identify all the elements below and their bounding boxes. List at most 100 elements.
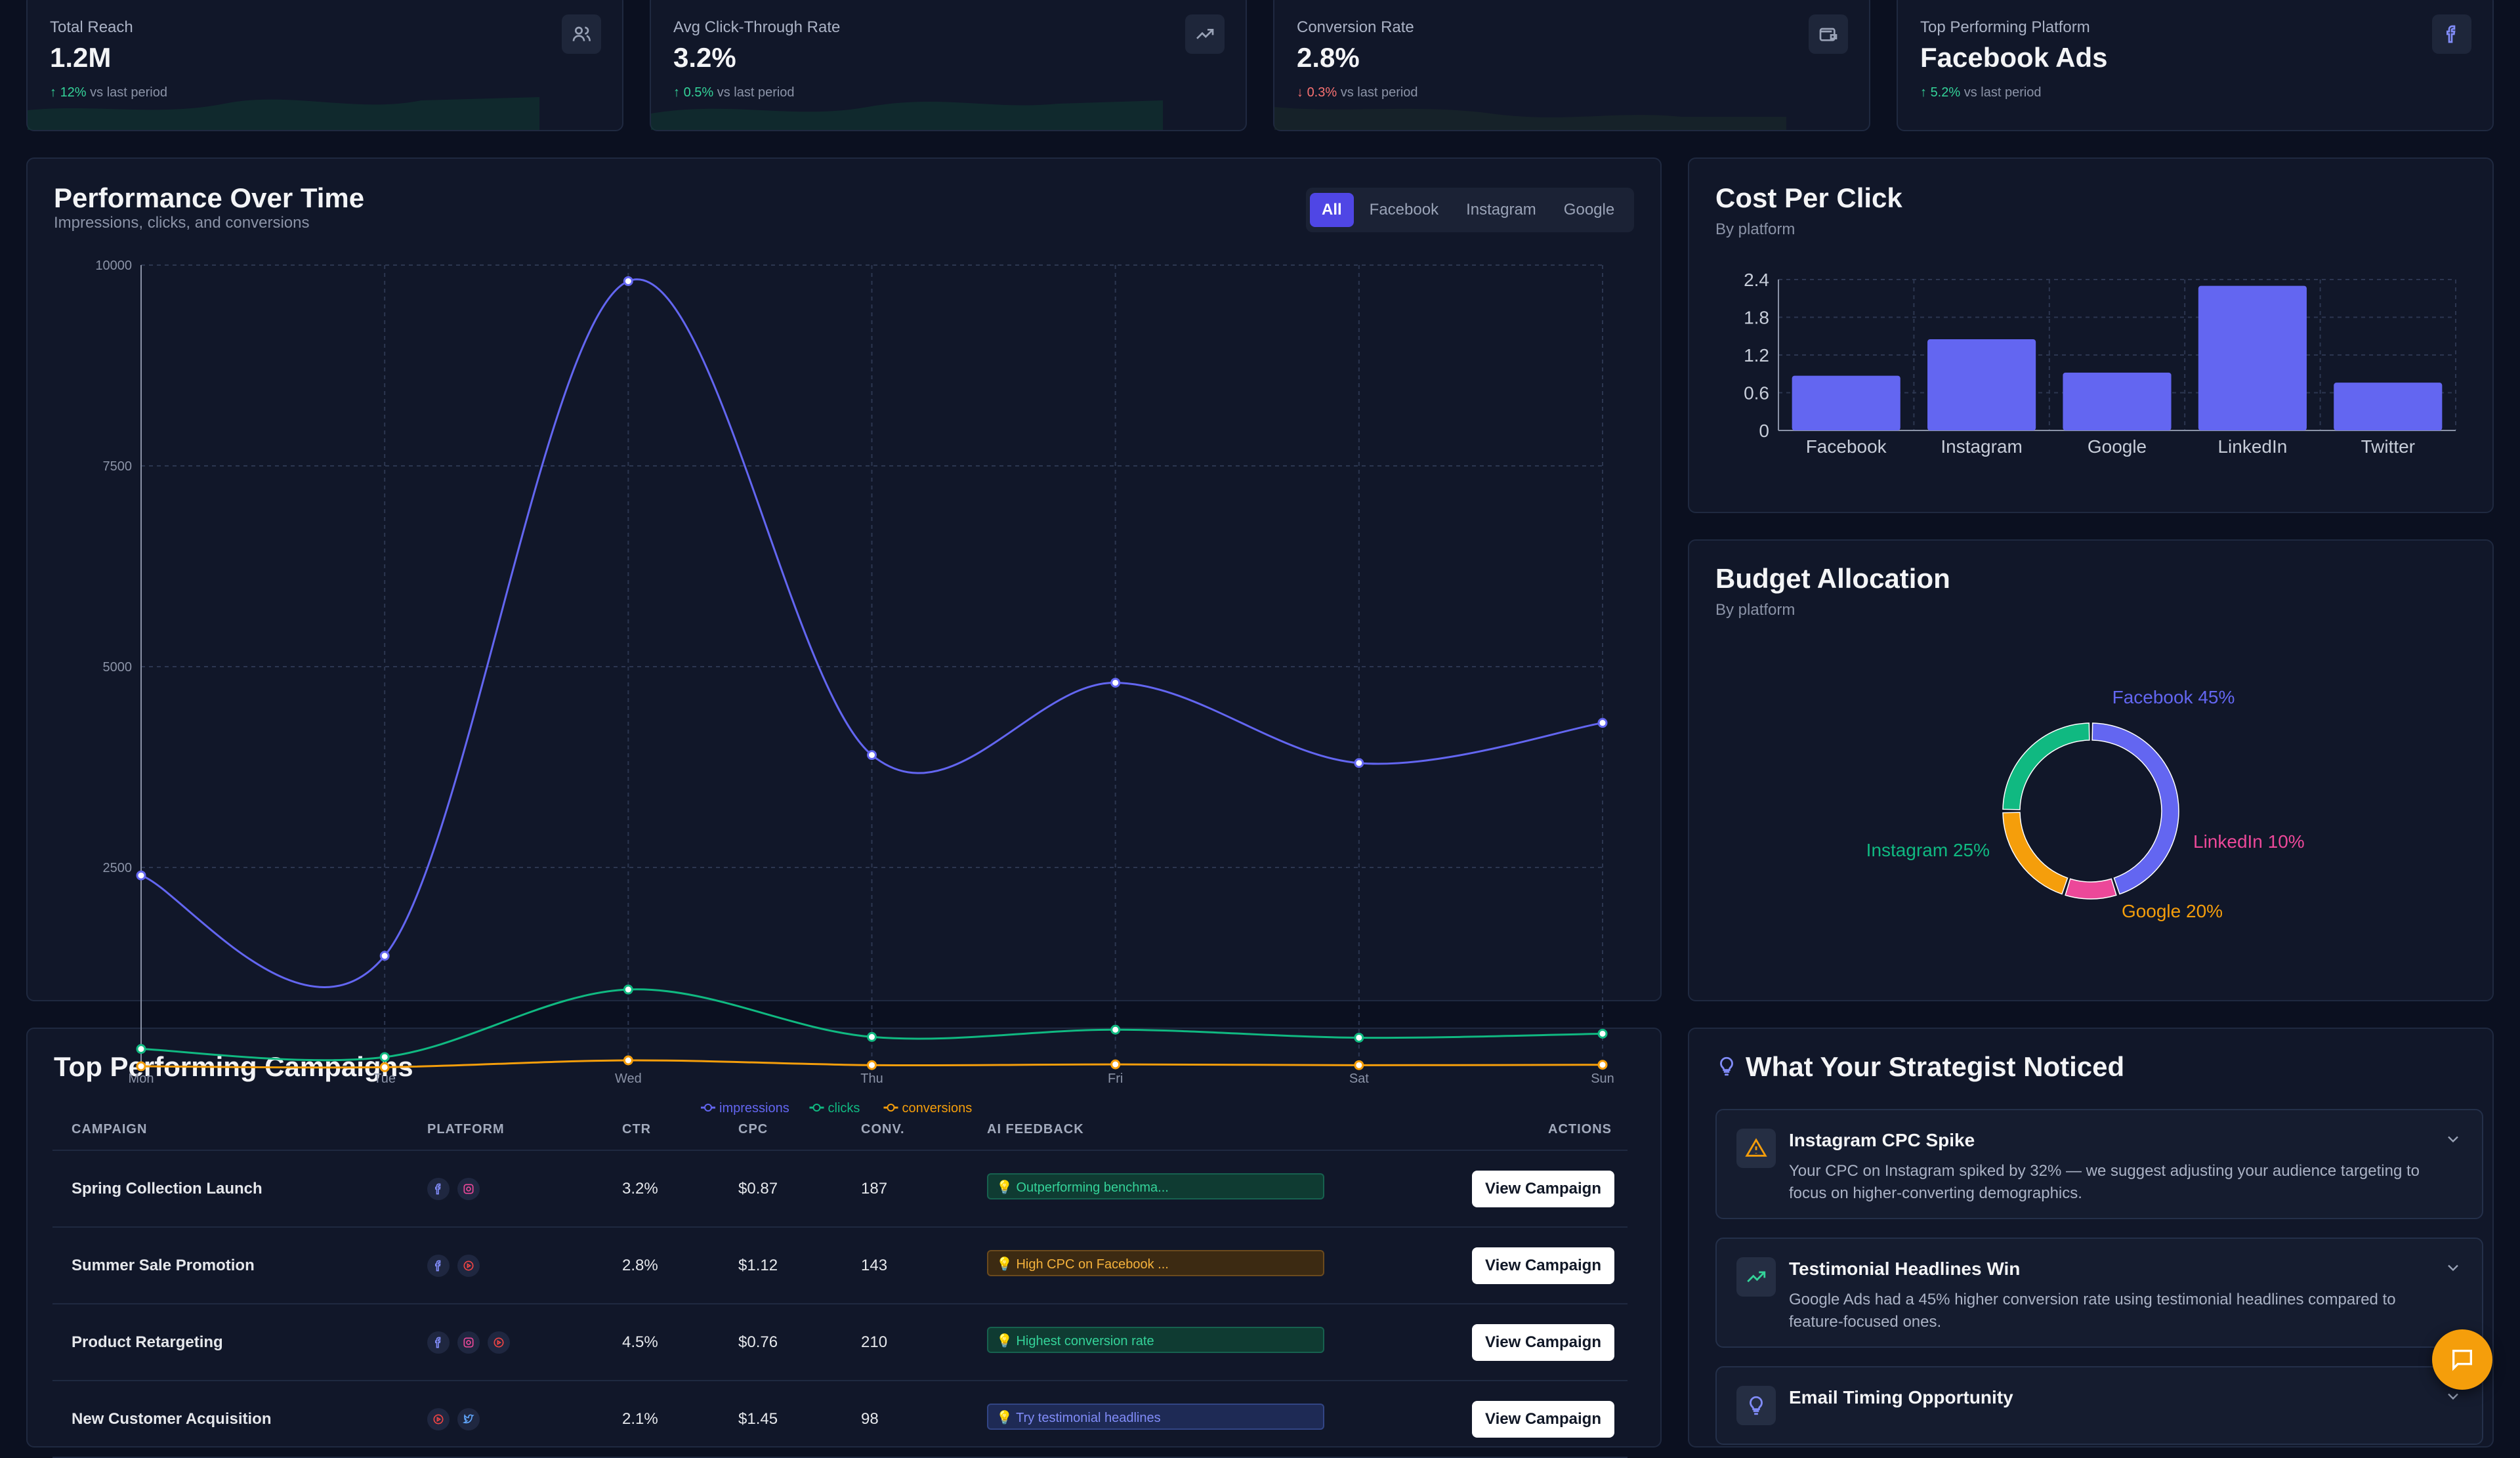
filter-tab-google[interactable]: Google	[1563, 201, 1615, 219]
performance-card	[26, 157, 1662, 1001]
cpc-subtitle: By platform	[1715, 220, 1796, 238]
ai-feedback-cell: 💡 High CPC on Facebook ...	[986, 1227, 1355, 1304]
table-row: Product Retargeting 4.5% $0.76 210 💡 Highest…	[52, 1304, 1628, 1381]
chevron-down-icon[interactable]	[2444, 1387, 2462, 1409]
instagram-icon	[457, 1331, 480, 1354]
view-campaign-button[interactable]: View Campaign	[1472, 1323, 1614, 1361]
kpi-value: 2.8%	[1297, 42, 1360, 73]
column-header: PLATFORM	[427, 1109, 621, 1151]
view-campaign-button[interactable]: View Campaign	[1472, 1247, 1614, 1284]
arrow-up-icon: ↑	[673, 85, 680, 100]
chevron-down-icon[interactable]	[2444, 1130, 2462, 1152]
chevron-down-icon[interactable]	[2444, 1259, 2462, 1280]
view-campaign-button[interactable]: View Campaign	[1472, 1170, 1614, 1207]
kpi-delta: ↓ 0.3% vs last period	[1297, 85, 1418, 100]
trending-up-icon	[1185, 14, 1225, 54]
campaign-cpc: $0.87	[738, 1150, 860, 1228]
campaign-ctr: 4.5%	[621, 1304, 738, 1381]
chat-button[interactable]	[2432, 1329, 2492, 1390]
ai-feedback-badge: 💡 Try testimonial headlines	[987, 1404, 1324, 1430]
campaigns-title: Top Performing Campaigns	[54, 1051, 413, 1082]
ai-feedback-cell: 💡 Highest conversion rate	[986, 1304, 1355, 1381]
table-header-row: CAMPAIGN PLATFORM CTR CPC CONV. AI FEEDB…	[52, 1109, 1628, 1151]
campaign-name: New Customer Acquisition	[71, 1381, 427, 1458]
kpi-label: Total Reach	[50, 18, 133, 36]
budget-subtitle: By platform	[1715, 601, 1796, 619]
alert-triangle-icon	[1736, 1129, 1776, 1168]
kpi-card-ctr: Avg Click-Through Rate 3.2% ↑ 0.5% vs la…	[650, 0, 1247, 131]
arrow-up-icon: ↑	[50, 85, 56, 100]
insight-card-email-timing[interactable]: Email Timing Opportunity	[1715, 1366, 2483, 1445]
insight-title: Instagram CPC Spike	[1789, 1130, 1975, 1150]
ai-feedback-badge: 💡 Outperforming benchma...	[987, 1173, 1324, 1199]
lightbulb-icon	[1715, 1055, 1738, 1081]
arrow-down-icon: ↓	[1297, 85, 1303, 100]
ai-feedback-cell: 💡 Outperforming benchma...	[986, 1150, 1355, 1228]
kpi-card-top-platform: Top Performing Platform Facebook Ads ↑ 5…	[1897, 0, 2494, 131]
kpi-label: Conversion Rate	[1297, 18, 1414, 36]
kpi-delta: ↑ 5.2% vs last period	[1920, 85, 2042, 100]
facebook-icon	[427, 1177, 450, 1200]
google-icon	[427, 1407, 450, 1430]
ai-feedback-badge: 💡 Highest conversion rate	[987, 1327, 1324, 1353]
campaign-ctr: 2.1%	[621, 1381, 738, 1458]
filter-tab-all[interactable]: All	[1310, 193, 1354, 227]
cpc-card	[1688, 157, 2494, 513]
column-header: AI FEEDBACK	[986, 1109, 1355, 1151]
kpi-sparkline	[28, 97, 539, 130]
column-header: CPC	[738, 1109, 860, 1151]
users-icon	[562, 14, 601, 54]
kpi-delta: ↑ 12% vs last period	[50, 85, 167, 100]
kpi-sparkline	[1274, 107, 1786, 130]
campaigns-table: CAMPAIGN PLATFORM CTR CPC CONV. AI FEEDB…	[52, 1109, 1628, 1458]
lightbulb-icon: 💡	[996, 1180, 1013, 1195]
kpi-value: 1.2M	[50, 42, 112, 73]
column-header: CTR	[621, 1109, 738, 1151]
campaign-platforms	[427, 1381, 621, 1458]
facebook-icon	[427, 1254, 450, 1277]
table-row: Summer Sale Promotion 2.8% $1.12 143 💡 High …	[52, 1227, 1628, 1304]
table-row: New Customer Acquisition 2.1% $1.45 98 💡 Try…	[52, 1381, 1628, 1458]
kpi-label: Avg Click-Through Rate	[673, 18, 841, 36]
lightbulb-icon: 💡	[996, 1334, 1013, 1348]
campaign-conversions: 143	[860, 1227, 986, 1304]
performance-title: Performance Over Time	[54, 182, 365, 213]
kpi-delta: ↑ 0.5% vs last period	[673, 85, 795, 100]
campaign-conversions: 210	[860, 1304, 986, 1381]
campaign-conversions: 187	[860, 1150, 986, 1228]
campaign-platforms	[427, 1304, 621, 1381]
campaign-conversions: 98	[860, 1381, 986, 1458]
google-icon	[457, 1254, 480, 1277]
platform-filter-tabs: All Facebook Instagram Google	[1306, 188, 1634, 232]
google-icon	[488, 1331, 510, 1354]
ai-feedback-badge: 💡 High CPC on Facebook ...	[987, 1250, 1324, 1276]
insight-card-testimonial[interactable]: Testimonial Headlines Win Google Ads had…	[1715, 1238, 2483, 1348]
campaign-name: Spring Collection Launch	[71, 1150, 427, 1228]
wallet-icon	[1809, 14, 1848, 54]
strategist-title: What Your Strategist Noticed	[1746, 1051, 2125, 1082]
campaign-platforms	[427, 1227, 621, 1304]
insight-card-instagram-cpc[interactable]: Instagram CPC Spike Your CPC on Instagra…	[1715, 1109, 2483, 1219]
column-header: CAMPAIGN	[71, 1109, 427, 1151]
kpi-label: Top Performing Platform	[1920, 18, 2090, 36]
lightbulb-icon	[1736, 1386, 1776, 1425]
ai-feedback-cell: 💡 Try testimonial headlines	[986, 1381, 1355, 1458]
insight-body: Google Ads had a 45% higher conversion r…	[1789, 1291, 2396, 1331]
insight-title: Testimonial Headlines Win	[1789, 1259, 2021, 1279]
budget-card	[1688, 539, 2494, 1001]
campaign-platforms	[427, 1150, 621, 1228]
kpi-card-total-reach: Total Reach 1.2M ↑ 12% vs last period	[26, 0, 623, 131]
view-campaign-button[interactable]: View Campaign	[1472, 1400, 1614, 1438]
filter-tab-instagram[interactable]: Instagram	[1466, 201, 1536, 219]
campaign-cpc: $0.76	[738, 1304, 860, 1381]
filter-tab-facebook[interactable]: Facebook	[1369, 201, 1439, 219]
kpi-value: Facebook Ads	[1920, 42, 2108, 73]
campaign-name: Summer Sale Promotion	[71, 1227, 427, 1304]
campaign-cpc: $1.45	[738, 1381, 860, 1458]
facebook-icon	[427, 1331, 450, 1354]
arrow-up-icon: ↑	[1920, 85, 1927, 100]
facebook-icon	[2432, 14, 2471, 54]
column-header: ACTIONS	[1355, 1109, 1628, 1151]
campaign-cpc: $1.12	[738, 1227, 860, 1304]
campaign-ctr: 3.2%	[621, 1150, 738, 1228]
